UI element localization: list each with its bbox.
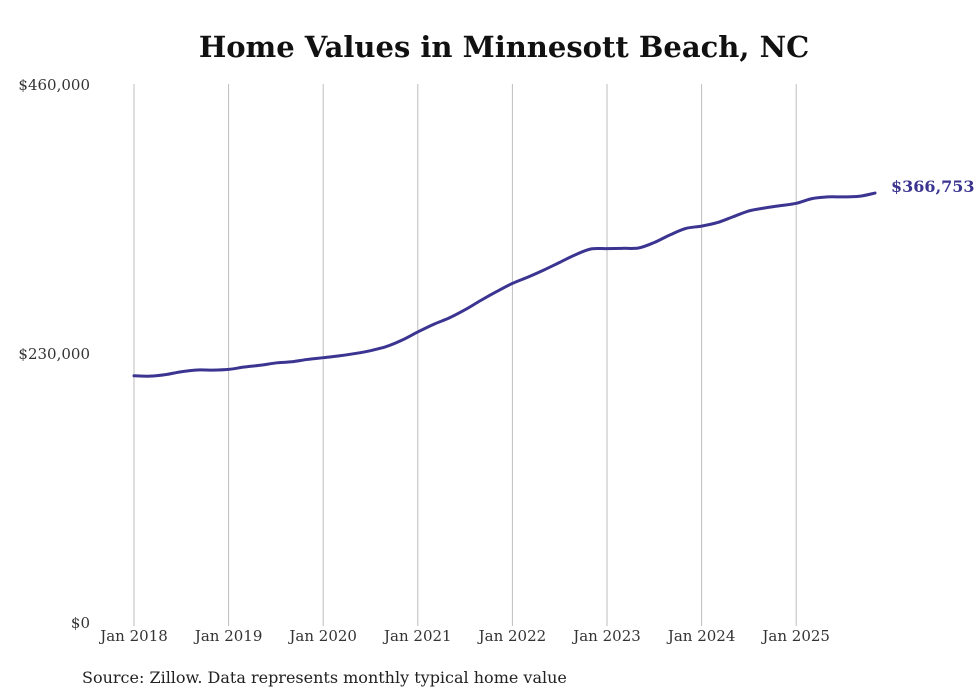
x-axis-tick-labels: Jan 2018 Jan 2019 Jan 2020 Jan 2021 Jan 2022… bbox=[98, 627, 830, 645]
x-tick-label: Jan 2021 bbox=[382, 627, 452, 645]
x-tick-label: Jan 2024 bbox=[666, 627, 736, 645]
y-tick-label: $460,000 bbox=[18, 76, 90, 94]
source-note: Source: Zillow. Data represents monthly … bbox=[82, 668, 567, 687]
end-value-label: $366,753 bbox=[891, 177, 975, 196]
x-tick-label: Jan 2019 bbox=[193, 627, 263, 645]
x-tick-label: Jan 2023 bbox=[571, 627, 641, 645]
series-line bbox=[132, 191, 877, 378]
x-tick-label: Jan 2025 bbox=[760, 627, 830, 645]
annotations: $366,753 bbox=[891, 177, 975, 196]
y-tick-label: $0 bbox=[71, 614, 90, 632]
series-group bbox=[132, 191, 877, 378]
y-tick-label: $230,000 bbox=[18, 345, 90, 363]
x-tick-label: Jan 2022 bbox=[477, 627, 547, 645]
chart-title: Home Values in Minnesott Beach, NC bbox=[198, 30, 810, 64]
y-axis-tick-labels: $0 $230,000 $460,000 bbox=[18, 76, 90, 632]
x-tick-label: Jan 2018 bbox=[98, 627, 168, 645]
x-tick-label: Jan 2020 bbox=[287, 627, 357, 645]
gridlines bbox=[133, 84, 797, 626]
